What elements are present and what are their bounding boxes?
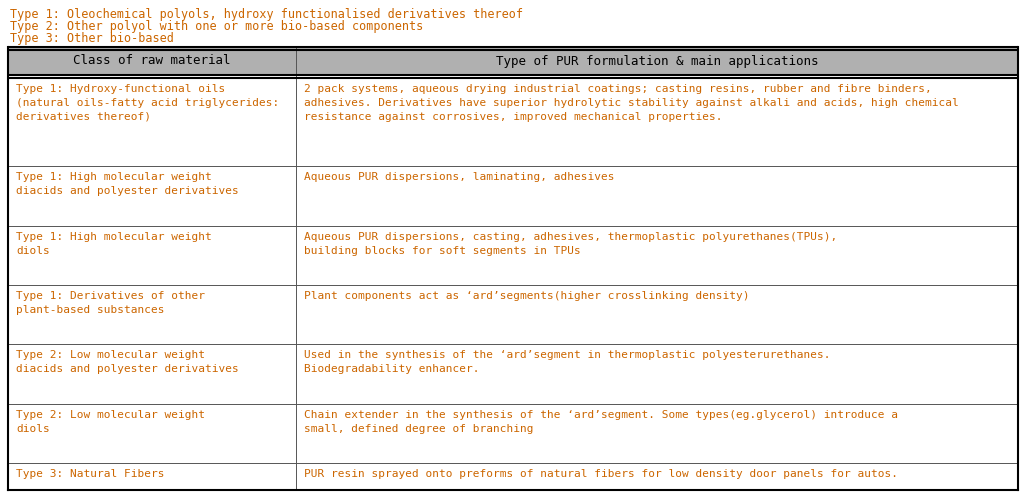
Text: Type 2: Other polyol with one or more bio-based components: Type 2: Other polyol with one or more bi… [10,20,424,33]
Text: Type 1: High molecular weight
diols: Type 1: High molecular weight diols [16,232,211,256]
Text: 2 pack systems, aqueous drying industrial coatings; casting resins, rubber and f: 2 pack systems, aqueous drying industria… [304,83,958,121]
Text: Type 1: Oleochemical polyols, hydroxy functionalised derivatives thereof: Type 1: Oleochemical polyols, hydroxy fu… [10,8,523,21]
Text: Aqueous PUR dispersions, casting, adhesives, thermoplastic polyurethanes(TPUs),
: Aqueous PUR dispersions, casting, adhesi… [304,232,837,256]
Text: Aqueous PUR dispersions, laminating, adhesives: Aqueous PUR dispersions, laminating, adh… [304,172,615,182]
Text: Type 1: High molecular weight
diacids and polyester derivatives: Type 1: High molecular weight diacids an… [16,172,239,196]
Bar [8,47,1018,75]
Text: Class of raw material: Class of raw material [73,55,231,68]
Text: PUR resin sprayed onto preforms of natural fibers for low density door panels fo: PUR resin sprayed onto preforms of natur… [304,469,898,479]
Text: Type 2: Low molecular weight
diols: Type 2: Low molecular weight diols [16,410,205,433]
Text: Type 1: Hydroxy-functional oils
(natural oils-fatty acid triglycerides:
derivati: Type 1: Hydroxy-functional oils (natural… [16,83,279,121]
Text: Type 3: Natural Fibers: Type 3: Natural Fibers [16,469,164,479]
Text: Type 2: Low molecular weight
diacids and polyester derivatives: Type 2: Low molecular weight diacids and… [16,350,239,374]
Text: Plant components act as ‘ard’segments(higher crosslinking density): Plant components act as ‘ard’segments(hi… [304,291,749,301]
Text: Used in the synthesis of the ‘ard’segment in thermoplastic polyesterurethanes.
B: Used in the synthesis of the ‘ard’segmen… [304,350,830,374]
Text: Type 3: Other bio-based: Type 3: Other bio-based [10,32,173,45]
Text: Chain extender in the synthesis of the ‘ard’segment. Some types(eg.glycerol) int: Chain extender in the synthesis of the ‘… [304,410,898,433]
Text: Type of PUR formulation & main applications: Type of PUR formulation & main applicati… [496,55,818,68]
Text: Type 1: Derivatives of other
plant-based substances: Type 1: Derivatives of other plant-based… [16,291,205,315]
